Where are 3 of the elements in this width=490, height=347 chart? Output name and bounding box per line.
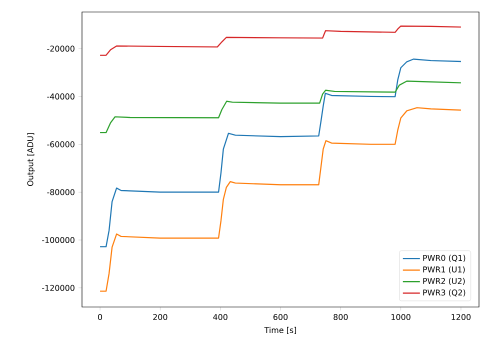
line-series [99,26,462,56]
line-series [99,58,462,248]
line-series [99,80,462,134]
